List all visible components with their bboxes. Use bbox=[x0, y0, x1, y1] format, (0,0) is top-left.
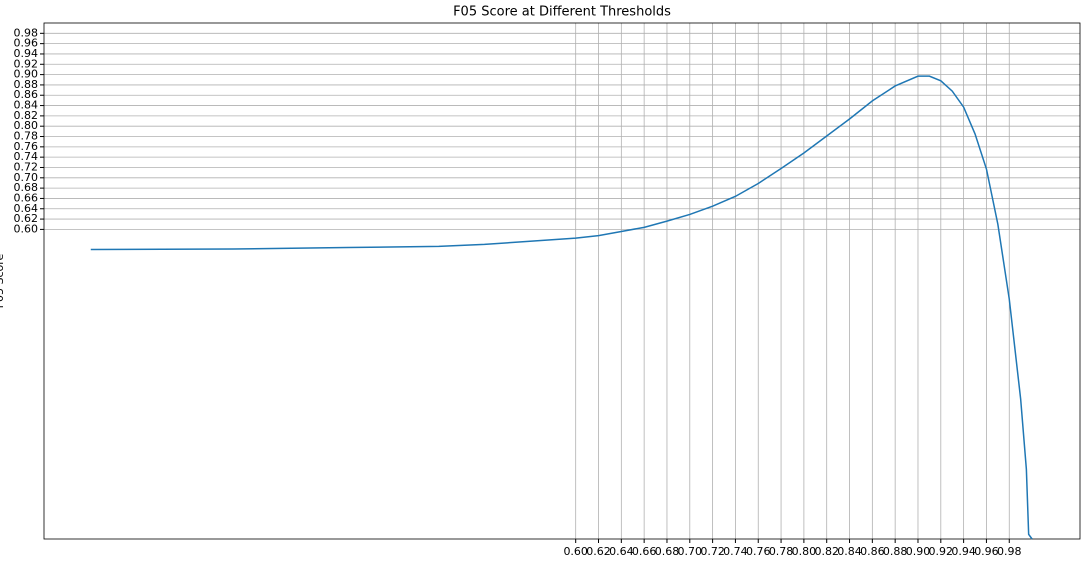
y-tick-label: 0.74 bbox=[14, 150, 39, 163]
y-tick-label: 0.82 bbox=[14, 109, 39, 122]
y-tick-label: 0.92 bbox=[14, 57, 39, 70]
x-tick-label: 0.96 bbox=[974, 545, 999, 558]
y-tick-label: 0.76 bbox=[14, 140, 39, 153]
y-tick-label: 0.60 bbox=[14, 222, 39, 235]
x-tick-label: 0.94 bbox=[951, 545, 976, 558]
x-tick-label: 0.82 bbox=[814, 545, 839, 558]
y-tick-label: 0.72 bbox=[14, 160, 39, 173]
y-tick-label: 0.64 bbox=[14, 202, 39, 215]
x-tick-label: 0.60 bbox=[563, 545, 588, 558]
y-tick-label: 0.94 bbox=[14, 47, 39, 60]
y-tick-label: 0.68 bbox=[14, 181, 39, 194]
y-tick-label: 0.88 bbox=[14, 78, 39, 91]
x-tick-label: 0.80 bbox=[792, 545, 817, 558]
plot-frame bbox=[43, 22, 1081, 540]
x-tick-label: 0.84 bbox=[837, 545, 862, 558]
x-tick-label: 0.78 bbox=[769, 545, 794, 558]
y-axis-label: F05 Score bbox=[0, 253, 6, 308]
x-tick-label: 0.64 bbox=[609, 545, 634, 558]
y-tick-label: 0.80 bbox=[14, 119, 39, 132]
x-tick-label: 0.62 bbox=[586, 545, 611, 558]
x-tick-label: 0.68 bbox=[655, 545, 680, 558]
x-tick-label: 0.90 bbox=[906, 545, 931, 558]
y-tick-label: 0.84 bbox=[14, 99, 39, 112]
x-tick-label: 0.74 bbox=[723, 545, 748, 558]
x-tick-label: 0.76 bbox=[746, 545, 771, 558]
y-tick-label: 0.86 bbox=[14, 88, 39, 101]
y-tick-label: 0.98 bbox=[14, 26, 39, 39]
x-tick-label: 0.98 bbox=[997, 545, 1022, 558]
x-tick-label: 0.72 bbox=[700, 545, 725, 558]
x-tick-label: 0.70 bbox=[678, 545, 703, 558]
x-tick-label: 0.66 bbox=[632, 545, 657, 558]
y-tick-label: 0.62 bbox=[14, 212, 39, 225]
chart-title: F05 Score at Different Thresholds bbox=[453, 5, 671, 20]
y-tick-label: 0.96 bbox=[14, 37, 39, 50]
y-tick-label: 0.66 bbox=[14, 191, 39, 204]
data-line bbox=[90, 75, 1033, 540]
x-tick-label: 0.86 bbox=[860, 545, 885, 558]
y-tick-label: 0.90 bbox=[14, 68, 39, 81]
y-tick-label: 0.70 bbox=[14, 171, 39, 184]
x-tick-label: 0.88 bbox=[883, 545, 908, 558]
y-tick-label: 0.78 bbox=[14, 130, 39, 143]
x-tick-label: 0.92 bbox=[929, 545, 954, 558]
